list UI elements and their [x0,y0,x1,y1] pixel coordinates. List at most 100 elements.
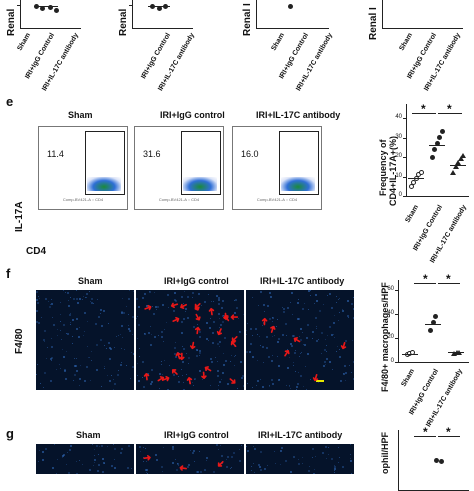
data-point [450,170,457,176]
nucleus-dot [267,305,269,307]
axis-label-renal-2: Renal [118,8,129,36]
nucleus-dot [260,291,262,293]
nucleus-dot [164,360,165,361]
nucleus-dot [220,324,222,326]
nucleus-dot [206,322,208,324]
panel-letter-f: f [6,266,11,281]
nucleus-dot [348,317,349,318]
nucleus-dot [315,294,317,296]
nucleus-dot [226,459,227,460]
significance-star: * [421,102,426,116]
nucleus-dot [255,328,257,330]
nucleus-dot [329,293,331,295]
nucleus-dot [103,462,105,464]
nucleus-dot [39,298,40,299]
nucleus-dot [306,337,308,339]
nucleus-dot [272,317,274,319]
nucleus-dot [208,294,209,295]
nucleus-dot [86,293,88,295]
data-point [428,328,433,334]
nucleus-dot [312,338,313,339]
nucleus-dot [267,465,268,466]
nucleus-dot [225,360,227,362]
nucleus-dot [49,306,51,308]
data-point [434,140,440,146]
nucleus-dot [277,356,278,357]
nucleus-dot [325,339,326,340]
y-tick [403,157,406,158]
nucleus-dot [266,336,268,338]
nucleus-dot [144,333,146,335]
flow-plot-iri-il17c: 16.0 Comp-BV421-A :: CD4 [232,126,322,210]
nucleus-dot [132,316,134,318]
nucleus-dot [287,349,288,350]
nucleus-dot [325,364,326,365]
macrophage-arrow-icon: ➜ [308,371,322,384]
nucleus-dot [230,468,231,469]
data-point [439,459,444,464]
nucleus-dot [205,370,206,371]
nucleus-dot [252,387,253,388]
nucleus-dot [242,375,244,377]
nucleus-dot [224,337,226,339]
significance-star: * [446,272,451,286]
nucleus-dot [271,360,273,362]
nucleus-dot [83,335,84,336]
nucleus-dot [231,355,232,356]
nucleus-dot [72,336,73,337]
y-tick-label: 20 [387,334,394,340]
nucleus-dot [353,378,354,380]
nucleus-dot [300,339,302,341]
nucleus-dot [175,459,176,460]
nucleus-dot [256,385,257,386]
nucleus-dot [321,332,323,334]
y-tick-label: 10 [395,172,402,179]
nucleus-dot [130,378,131,379]
nucleus-dot [299,356,300,357]
nucleus-dot [82,299,83,300]
nucleus-dot [209,327,211,329]
nucleus-dot [247,323,248,324]
nucleus-dot [223,364,225,366]
nucleus-dot [260,469,262,471]
nucleus-dot [296,389,297,390]
nucleus-dot [292,335,294,337]
nucleus-dot [303,344,304,345]
nucleus-dot [114,467,116,469]
nucleus-dot [108,342,110,344]
nucleus-dot [198,293,200,295]
nucleus-dot [237,388,238,389]
nucleus-dot [308,309,309,310]
nucleus-dot [70,313,71,314]
nucleus-dot [155,306,157,308]
nucleus-dot [275,463,276,464]
nucleus-dot [322,452,324,454]
flow-density [183,177,217,191]
nucleus-dot [169,365,170,366]
nucleus-dot [332,369,333,370]
nucleus-dot [338,462,339,463]
nucleus-dot [192,297,193,298]
scale-bar [316,380,324,382]
micrograph-iri-igg-f480: ➜ ➜ ➜ ➜ ➜ ➜ ➜ ➜ ➜ ➜ ➜ ➜ ➜ ➜ ➜ ➜ ➜ ➜ ➜ ➜ ➜ ➜ ➜ ➜ ➜ ➜ [136,290,244,390]
nucleus-dot [192,382,193,383]
gate-value: 31.6 [143,149,161,159]
nucleus-dot [45,298,47,300]
nucleus-dot [163,341,164,342]
nucleus-dot [76,298,78,300]
nucleus-dot [206,460,207,461]
nucleus-dot [96,344,98,346]
y-tick [403,196,406,197]
nucleus-dot [113,444,114,445]
nucleus-dot [114,448,116,450]
data-point [457,156,464,162]
nucleus-dot [337,346,338,347]
nucleus-dot [299,336,300,337]
nucleus-dot [98,316,100,318]
nucleus-dot [323,365,325,367]
nucleus-dot [331,307,333,309]
plot-ylabel-e-1: Frequency of [378,139,388,196]
nucleus-dot [79,327,80,328]
nucleus-dot [149,291,150,292]
nucleus-dot [36,291,38,293]
